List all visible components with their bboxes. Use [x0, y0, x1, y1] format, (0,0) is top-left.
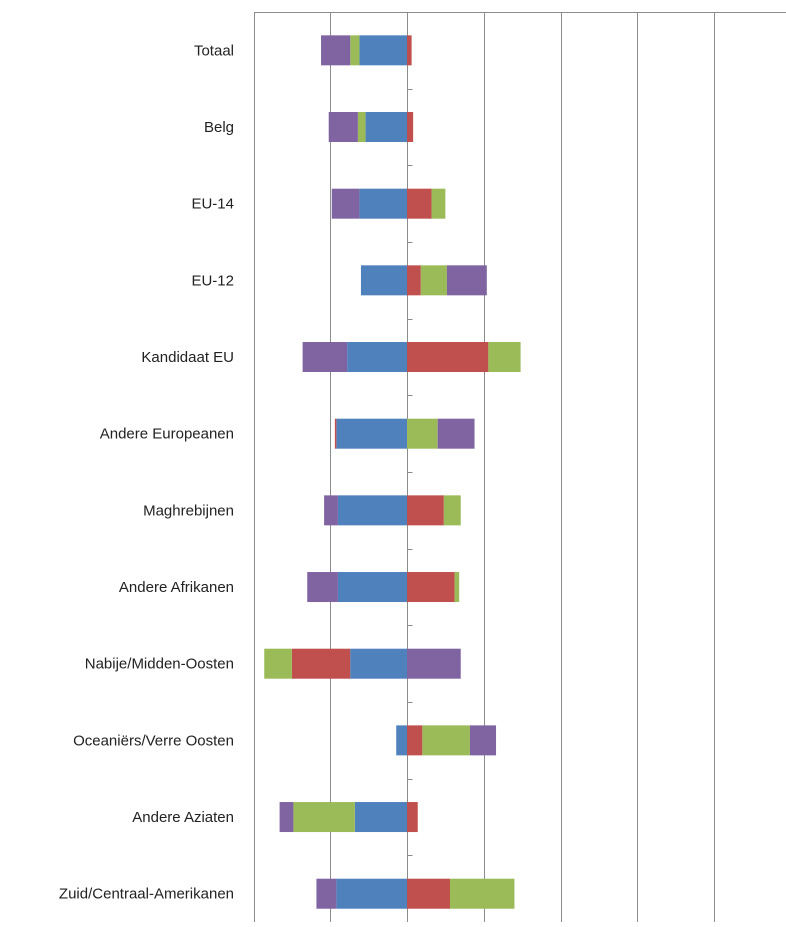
bar-5-series-1: [335, 419, 337, 449]
bar-7-series-0: [338, 572, 407, 602]
bar-1-series-2: [358, 112, 366, 142]
bar-0-series-1: [407, 35, 412, 65]
bar-11-series-0: [336, 879, 407, 909]
bar-3-series-0: [361, 265, 407, 295]
bar-1-series-0: [366, 112, 407, 142]
bar-6-series-3: [324, 495, 338, 525]
bar-5-series-3: [438, 419, 475, 449]
bar-9-series-0: [396, 725, 407, 755]
bar-4-series-2: [488, 342, 520, 372]
category-labels: Totaal Belg EU-14 EU-12 Kandidaat EU Andere E…: [59, 42, 234, 902]
gridlines: [254, 12, 786, 922]
category-label-10: Andere Aziaten: [132, 809, 234, 826]
bar-11-series-1: [407, 879, 450, 909]
category-label-8: Nabije/Midden-Oosten: [85, 656, 234, 673]
bar-10-series-1: [407, 802, 418, 832]
category-label-11: Zuid/Centraal-Amerikanen: [59, 886, 234, 903]
category-label-0: Totaal: [194, 42, 234, 59]
bar-1-series-3: [329, 112, 358, 142]
category-axis: [408, 12, 413, 922]
category-label-6: Maghrebijnen: [143, 502, 234, 519]
bar-7-series-1: [407, 572, 455, 602]
bar-9-series-3: [470, 725, 496, 755]
bar-11-series-2: [450, 879, 514, 909]
bar-7-series-3: [307, 572, 338, 602]
bar-2-series-0: [359, 189, 407, 219]
category-label-9: Oceaniërs/Verre Oosten: [73, 732, 234, 749]
category-label-4: Kandidaat EU: [141, 349, 234, 366]
bar-8-series-2: [264, 649, 292, 679]
category-label-2: EU-14: [191, 196, 234, 213]
bar-8-series-1: [292, 649, 350, 679]
bar-5-series-0: [336, 419, 407, 449]
bar-2-series-3: [332, 189, 360, 219]
bar-9-series-1: [407, 725, 422, 755]
bar-2-series-1: [407, 189, 432, 219]
bar-7-series-2: [455, 572, 460, 602]
bar-8-series-3: [407, 649, 461, 679]
bar-9-series-2: [422, 725, 470, 755]
bar-4-series-3: [303, 342, 348, 372]
bar-6-series-2: [444, 495, 461, 525]
bar-0-series-0: [359, 35, 407, 65]
bar-1-series-1: [407, 112, 413, 142]
category-label-3: EU-12: [191, 272, 234, 289]
bar-6-series-1: [407, 495, 444, 525]
bar-5-series-2: [407, 419, 438, 449]
category-label-7: Andere Afrikanen: [119, 579, 234, 596]
bar-3-series-3: [447, 265, 487, 295]
bar-4-series-1: [407, 342, 488, 372]
bar-6-series-0: [338, 495, 407, 525]
category-label-1: Belg: [204, 119, 234, 136]
bar-10-series-2: [293, 802, 354, 832]
bar-4-series-0: [347, 342, 407, 372]
bar-2-series-2: [432, 189, 446, 219]
bar-8-series-0: [350, 649, 407, 679]
bar-11-series-3: [316, 879, 336, 909]
bars: [264, 35, 520, 908]
bar-3-series-2: [421, 265, 447, 295]
bar-0-series-2: [350, 35, 359, 65]
bar-0-series-3: [321, 35, 350, 65]
bar-3-series-1: [407, 265, 421, 295]
bar-10-series-0: [355, 802, 407, 832]
category-label-5: Andere Europeanen: [100, 426, 234, 443]
bar-10-series-3: [280, 802, 294, 832]
